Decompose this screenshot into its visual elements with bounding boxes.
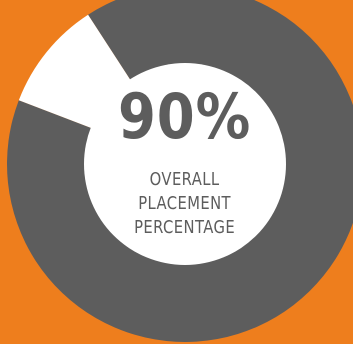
donut-hole [84, 63, 286, 265]
